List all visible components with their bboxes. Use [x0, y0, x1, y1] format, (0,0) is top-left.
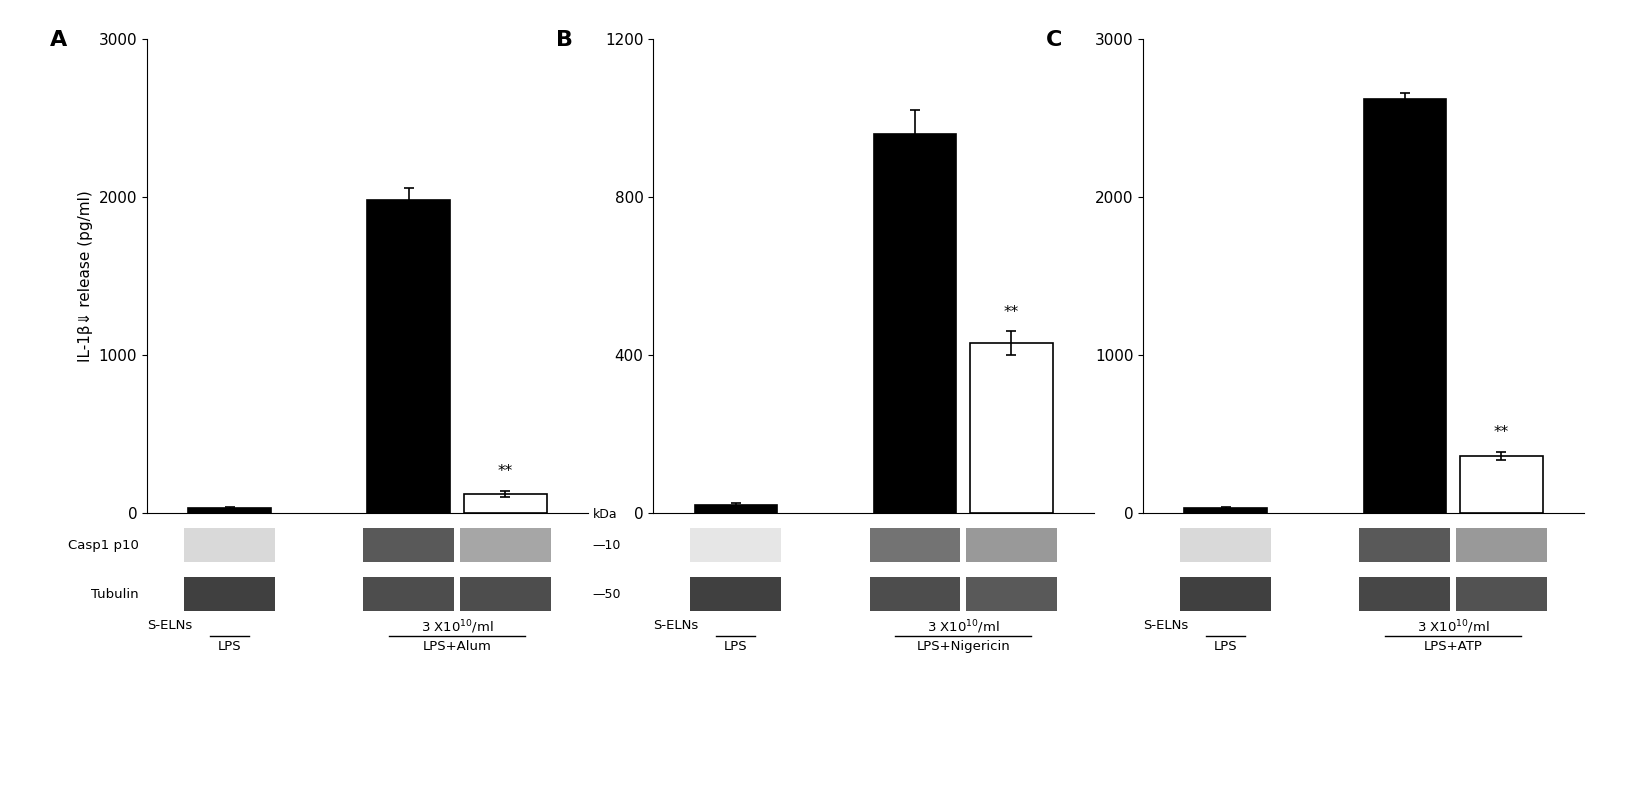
Text: S-ELNs: S-ELNs [1142, 619, 1188, 631]
Text: **: ** [1493, 424, 1508, 439]
Text: 3 X10$^{10}$/ml: 3 X10$^{10}$/ml [421, 619, 493, 636]
Text: 3 X10$^{10}$/ml: 3 X10$^{10}$/ml [927, 619, 999, 636]
Bar [868, 528, 960, 563]
Text: LPS+ATP: LPS+ATP [1423, 640, 1482, 653]
Bar [1358, 577, 1449, 611]
Bar [362, 528, 454, 563]
Bar [184, 528, 274, 563]
Bar [1459, 456, 1542, 513]
Text: LPS: LPS [1213, 640, 1237, 653]
Bar [1180, 528, 1270, 563]
Bar [868, 577, 960, 611]
Text: —50: —50 [592, 588, 620, 600]
Bar [460, 577, 550, 611]
Bar [367, 200, 450, 513]
Text: Casp1 p10: Casp1 p10 [69, 539, 139, 552]
Text: kDa: kDa [592, 508, 617, 521]
Bar [463, 494, 547, 513]
Text: LPS+Nigericin: LPS+Nigericin [916, 640, 1010, 653]
Bar [1358, 528, 1449, 563]
Y-axis label: IL-1β⇓ release (pg/ml): IL-1β⇓ release (pg/ml) [78, 190, 93, 362]
Text: C: C [1046, 30, 1062, 50]
Text: 3 X10$^{10}$/ml: 3 X10$^{10}$/ml [1417, 619, 1488, 636]
Bar [1456, 577, 1546, 611]
Bar [966, 528, 1056, 563]
Bar [694, 505, 777, 513]
Text: **: ** [1004, 305, 1018, 320]
Bar [966, 577, 1056, 611]
Bar [184, 577, 274, 611]
Text: —10: —10 [592, 539, 620, 552]
Text: S-ELNs: S-ELNs [147, 619, 193, 631]
Bar [1183, 508, 1266, 513]
Text: **: ** [498, 464, 512, 479]
Bar [188, 508, 271, 513]
Bar [1456, 528, 1546, 563]
Bar [690, 528, 780, 563]
Bar [460, 528, 550, 563]
Text: B: B [557, 30, 573, 50]
Bar [690, 577, 780, 611]
Text: A: A [51, 30, 67, 50]
Bar [1363, 99, 1446, 513]
Bar [969, 343, 1053, 513]
Bar [873, 134, 956, 513]
Bar [362, 577, 454, 611]
Text: LPS: LPS [723, 640, 747, 653]
Text: LPS: LPS [217, 640, 242, 653]
Text: Tubulin: Tubulin [91, 588, 139, 600]
Bar [1180, 577, 1270, 611]
Text: LPS+Alum: LPS+Alum [423, 640, 491, 653]
Text: S-ELNs: S-ELNs [653, 619, 698, 631]
